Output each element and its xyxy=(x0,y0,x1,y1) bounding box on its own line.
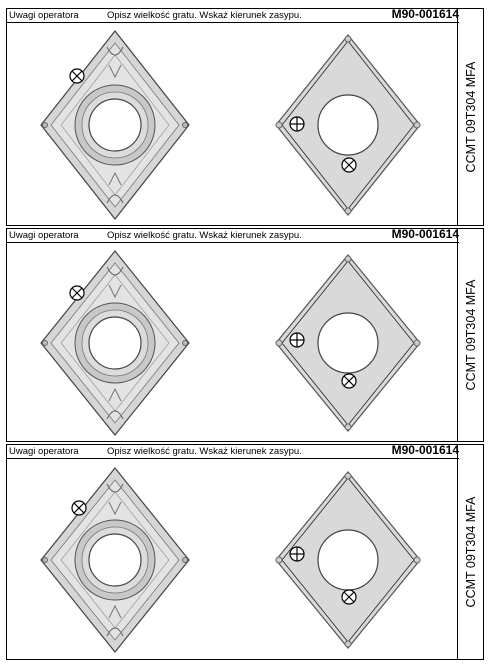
circle-cross-icon xyxy=(71,500,87,516)
inspection-panel-3: Uwagi operatora Opisz wielkość gratu. Ws… xyxy=(6,444,484,660)
insert-3d-view xyxy=(40,467,190,653)
circle-cross-icon xyxy=(69,285,85,301)
circle-cross-icon xyxy=(341,157,357,173)
product-name: CCMT 09T304 MFA xyxy=(463,279,478,391)
circle-plus-icon xyxy=(289,546,305,562)
insert-3d-view xyxy=(40,30,190,220)
product-sidebar: CCMT 09T304 MFA xyxy=(457,229,483,441)
product-sidebar: CCMT 09T304 MFA xyxy=(457,9,483,225)
circle-cross-icon xyxy=(341,373,357,389)
insert-flat-view xyxy=(275,34,421,216)
operator-notes-label: Uwagi operatora xyxy=(9,10,79,21)
operator-notes-label: Uwagi operatora xyxy=(9,446,79,457)
circle-plus-icon xyxy=(289,116,305,132)
drawing-area xyxy=(7,23,459,225)
circle-plus-icon xyxy=(289,332,305,348)
inspection-panel-1: Uwagi operatora Opisz wielkość gratu. Ws… xyxy=(6,8,484,226)
drawing-area xyxy=(7,243,459,441)
product-name: CCMT 09T304 MFA xyxy=(463,496,478,608)
insert-flat-view xyxy=(275,254,421,432)
product-sidebar: CCMT 09T304 MFA xyxy=(457,445,483,659)
drawing-area xyxy=(7,459,459,659)
part-code: M90-001614 xyxy=(391,7,459,21)
panel-header: Uwagi operatora Opisz wielkość gratu. Ws… xyxy=(7,443,459,459)
instruction-text: Opisz wielkość gratu. Wskaż kierunek zas… xyxy=(107,446,302,457)
inspection-panel-2: Uwagi operatora Opisz wielkość gratu. Ws… xyxy=(6,228,484,442)
insert-3d-view xyxy=(40,250,190,436)
circle-cross-icon xyxy=(341,589,357,605)
instruction-text: Opisz wielkość gratu. Wskaż kierunek zas… xyxy=(107,10,302,21)
product-name: CCMT 09T304 MFA xyxy=(463,61,478,173)
instruction-text: Opisz wielkość gratu. Wskaż kierunek zas… xyxy=(107,230,302,241)
operator-notes-label: Uwagi operatora xyxy=(9,230,79,241)
circle-cross-icon xyxy=(69,68,85,84)
panel-header: Uwagi operatora Opisz wielkość gratu. Ws… xyxy=(7,227,459,243)
panel-header: Uwagi operatora Opisz wielkość gratu. Ws… xyxy=(7,7,459,23)
part-code: M90-001614 xyxy=(391,227,459,241)
part-code: M90-001614 xyxy=(391,443,459,457)
insert-flat-view xyxy=(275,471,421,649)
